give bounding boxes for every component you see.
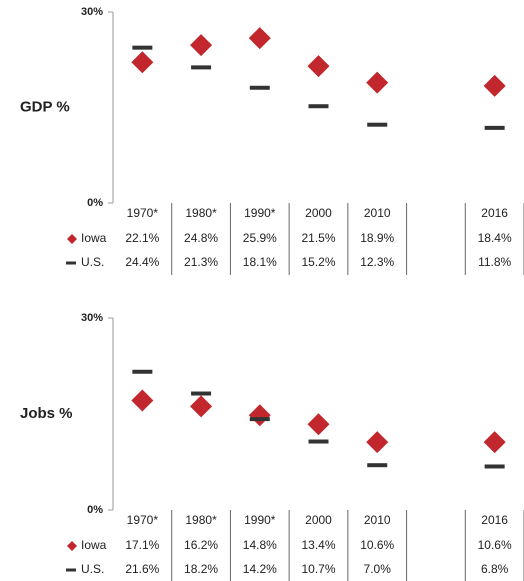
x-tick-label: 2000 [305, 206, 332, 220]
x-tick-label: 2000 [305, 513, 332, 527]
iowa-marker [248, 27, 271, 50]
table-value: 14.2% [243, 562, 277, 576]
iowa-marker [307, 413, 330, 436]
iowa-marker [131, 389, 154, 412]
us-marker [191, 65, 212, 70]
us-marker [484, 464, 505, 469]
table-value: 24.4% [125, 255, 159, 269]
iowa-marker [483, 74, 506, 97]
table-value: 18.1% [243, 255, 277, 269]
x-tick-label: 2016 [481, 513, 508, 527]
x-tick-label: 1990* [244, 513, 276, 527]
table-value: 16.2% [184, 538, 218, 552]
legend-marker [66, 261, 76, 265]
legend-marker [66, 568, 76, 572]
iowa-marker [248, 404, 271, 427]
table-value: 22.1% [125, 231, 159, 245]
y-tick-label: 0% [87, 504, 103, 516]
table-value: 10.6% [478, 538, 512, 552]
us-marker [308, 104, 329, 109]
table-value: 25.9% [243, 231, 277, 245]
legend-label: U.S. [81, 562, 104, 576]
table-value: 10.7% [301, 562, 335, 576]
y-tick-label: 0% [87, 197, 103, 209]
us-marker [132, 369, 153, 374]
us-marker [249, 85, 270, 90]
x-tick-label: 1980* [185, 206, 217, 220]
table-value: 7.0% [364, 562, 392, 576]
table-value: 13.4% [301, 538, 335, 552]
iowa-marker [366, 431, 389, 454]
legend-marker [67, 234, 77, 244]
y-axis-label: Jobs % [20, 405, 73, 422]
y-tick-label: 30% [81, 6, 103, 18]
legend-label: Iowa [81, 538, 107, 552]
us-marker [132, 45, 153, 50]
us-marker [308, 439, 329, 444]
iowa-marker [131, 51, 154, 74]
table-value: 15.2% [301, 255, 335, 269]
iowa-marker [190, 34, 213, 57]
us-marker [484, 125, 505, 130]
table-value: 12.3% [360, 255, 394, 269]
table-value: 17.1% [125, 538, 159, 552]
x-tick-label: 1970* [127, 206, 159, 220]
table-value: 11.8% [478, 255, 511, 269]
x-tick-label: 1970* [127, 513, 159, 527]
x-tick-label: 1980* [185, 513, 217, 527]
table-value: 21.3% [184, 255, 218, 269]
table-value: 24.8% [184, 231, 218, 245]
us-marker [249, 417, 270, 422]
table-value: 10.6% [360, 538, 394, 552]
table-value: 18.2% [184, 562, 218, 576]
x-tick-label: 2010 [364, 206, 391, 220]
legend-marker [67, 541, 77, 551]
table-value: 21.5% [301, 231, 335, 245]
table-value: 6.8% [481, 562, 509, 576]
legend-label: Iowa [81, 231, 107, 245]
us-marker [191, 391, 212, 396]
y-axis-label: GDP % [20, 98, 70, 115]
x-tick-label: 1990* [244, 206, 276, 220]
x-tick-label: 2010 [364, 513, 391, 527]
x-tick-label: 2016 [481, 206, 508, 220]
table-value: 18.9% [360, 231, 394, 245]
iowa-marker [366, 71, 389, 94]
table-value: 14.8% [243, 538, 277, 552]
iowa-marker [190, 395, 213, 418]
us-marker [367, 463, 388, 468]
iowa-marker [307, 55, 330, 78]
iowa-marker [483, 431, 506, 454]
table-value: 18.4% [478, 231, 512, 245]
y-tick-label: 30% [81, 312, 103, 324]
table-value: 21.6% [125, 562, 159, 576]
legend-label: U.S. [81, 255, 104, 269]
us-marker [367, 122, 388, 127]
